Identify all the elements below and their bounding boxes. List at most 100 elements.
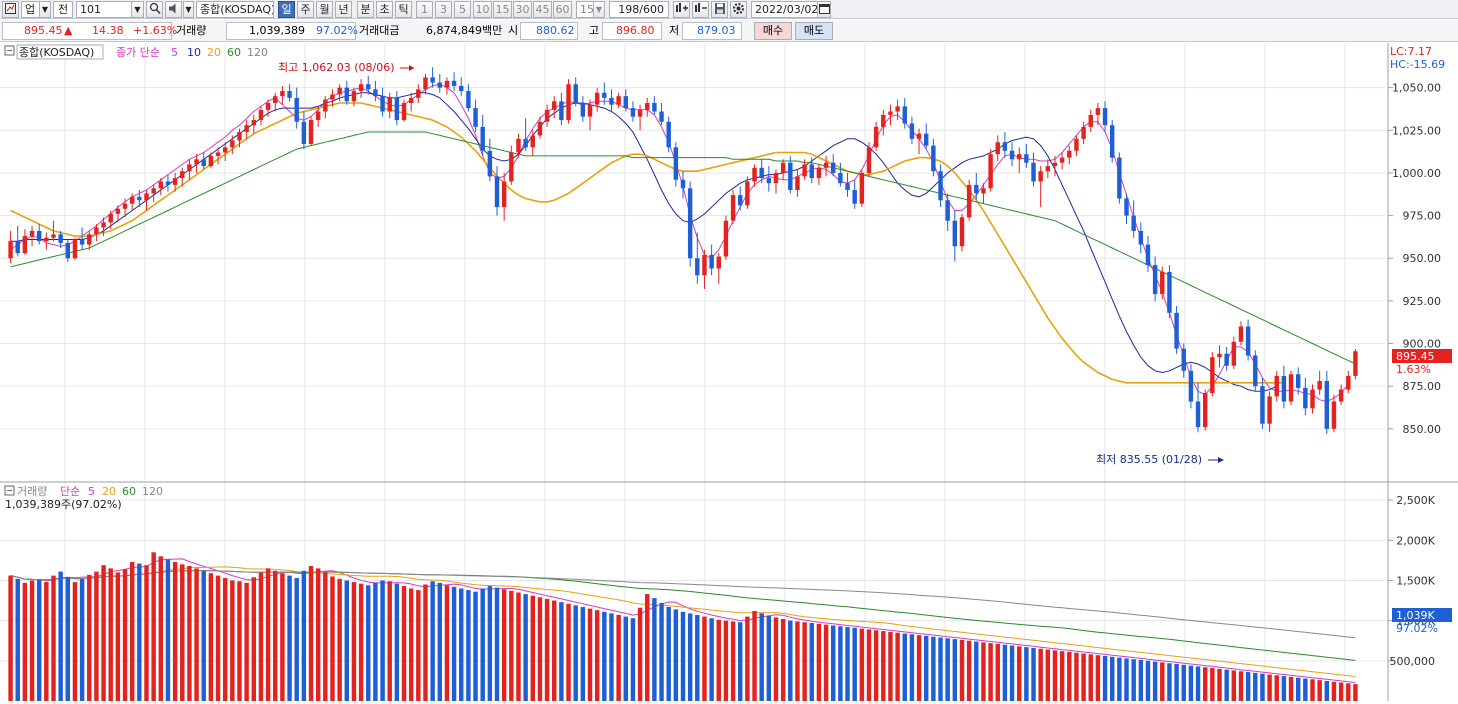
search-icon[interactable] xyxy=(146,1,163,18)
volume-bar xyxy=(1188,665,1194,701)
gear-icon[interactable] xyxy=(730,1,747,18)
volume-bar xyxy=(122,569,128,701)
volume-bar xyxy=(895,632,900,701)
volume-bar xyxy=(487,586,493,701)
interval-button-10[interactable]: 10 xyxy=(473,1,492,18)
candle-body xyxy=(909,123,915,139)
volume-bar xyxy=(988,643,993,701)
volume-legend-box[interactable] xyxy=(4,485,15,496)
volume-legend-name: 거래량 xyxy=(17,485,47,498)
index-name-field[interactable]: 종합(KOSDAQ) xyxy=(196,1,274,18)
candle-body xyxy=(881,114,886,127)
price-axis-label: 1,025.00 xyxy=(1392,124,1441,137)
zoom-out-icon[interactable] xyxy=(692,1,709,18)
chart-area[interactable]: 1,050.00 1,025.00 1,000.00 975.00 950.00 925.… xyxy=(0,43,1458,701)
volume-bar xyxy=(1031,647,1036,701)
volume-bar xyxy=(909,634,915,701)
volume-bar xyxy=(959,639,965,701)
volume-bars xyxy=(8,552,1358,701)
low-box xyxy=(682,22,742,40)
candle-body xyxy=(373,89,378,97)
legend-ma120: 120 xyxy=(247,46,268,59)
volume-bar xyxy=(137,563,142,701)
candle-body xyxy=(1281,375,1287,402)
volume-bar xyxy=(809,623,814,701)
ma-line-60 xyxy=(10,131,1356,365)
interval-button-1[interactable]: 1 xyxy=(416,1,433,18)
volume-bar xyxy=(1346,683,1351,701)
interval-button-5[interactable]: 5 xyxy=(454,1,471,18)
volume-bar xyxy=(766,615,772,701)
candle-body xyxy=(1095,108,1101,115)
candle-body xyxy=(79,239,85,245)
candle-body xyxy=(759,167,764,179)
volume-bar xyxy=(974,641,979,701)
candle-body xyxy=(15,241,20,254)
volume-bar xyxy=(838,626,843,701)
prev-button[interactable]: 전 xyxy=(53,1,73,18)
candle-body xyxy=(938,171,943,201)
candle-body xyxy=(137,196,142,201)
volume-bar xyxy=(201,570,206,701)
candle-body xyxy=(58,234,63,243)
interval-button-45[interactable]: 45 xyxy=(533,1,552,18)
volume-bar xyxy=(544,598,550,701)
market-dropdown-icon[interactable]: ▼ xyxy=(39,1,51,18)
candle-body xyxy=(1131,215,1136,231)
volume-bar xyxy=(1260,673,1265,701)
volume-bar xyxy=(695,615,700,701)
sell-button[interactable]: 매도 xyxy=(795,22,833,40)
period-tab-minute[interactable]: 분 xyxy=(357,1,374,18)
volume-bar xyxy=(623,616,628,701)
zoom-in-icon[interactable] xyxy=(673,1,690,18)
period-tab-year[interactable]: 년 xyxy=(335,1,352,18)
volume-bar xyxy=(645,594,650,701)
price-volume-chart[interactable]: 1,050.00 1,025.00 1,000.00 975.00 950.00 925.… xyxy=(0,43,1458,701)
count-display[interactable]: 198/600 xyxy=(609,1,669,18)
chart-settings-icon[interactable] xyxy=(2,1,19,18)
code-input[interactable]: 101 xyxy=(76,1,144,18)
volume-bar xyxy=(237,581,242,701)
candle-body xyxy=(72,239,78,259)
price-legend-box[interactable] xyxy=(4,45,15,56)
sound-dropdown-icon[interactable]: ▼ xyxy=(183,1,194,18)
interval-button-60[interactable]: 60 xyxy=(553,1,572,18)
volume-bar xyxy=(1145,660,1151,701)
period-tab-week[interactable]: 주 xyxy=(297,1,314,18)
interval-button-3[interactable]: 3 xyxy=(435,1,452,18)
volume-bar xyxy=(673,609,679,701)
candle-body xyxy=(451,80,457,86)
buy-button[interactable]: 매수 xyxy=(754,22,792,40)
vol-legend-ma5: 5 xyxy=(88,485,95,498)
candle-body xyxy=(580,103,586,117)
price-axis-label: 975.00 xyxy=(1403,210,1442,223)
candle-body xyxy=(716,256,721,269)
period-tab-month[interactable]: 월 xyxy=(316,1,333,18)
candle-body xyxy=(959,217,965,247)
interval-dropdown-icon[interactable]: ▼ xyxy=(593,1,605,18)
volume-bar xyxy=(995,643,1000,701)
volume-bar xyxy=(902,633,907,701)
save-icon[interactable] xyxy=(711,1,728,18)
volume-bar xyxy=(401,586,407,701)
interval-button-15[interactable]: 15 xyxy=(493,1,512,18)
period-tab-second[interactable]: 초 xyxy=(376,1,393,18)
candle-body xyxy=(215,152,221,156)
price-legend-name: 종합(KOSDAQ) xyxy=(19,46,94,59)
candle-body xyxy=(1303,387,1308,409)
candle-body xyxy=(1081,126,1086,139)
volume-bar xyxy=(938,637,943,701)
candle-body xyxy=(709,254,714,269)
code-dropdown-icon[interactable]: ▼ xyxy=(131,1,144,18)
period-tab-day[interactable]: 일 xyxy=(278,1,295,18)
volume-bar xyxy=(408,588,414,701)
sound-icon[interactable] xyxy=(165,1,182,18)
last-volume-pct-tag: 97.02% xyxy=(1396,622,1438,635)
date-input[interactable]: 2022/03/02 xyxy=(751,1,831,18)
interval-button-30[interactable]: 30 xyxy=(513,1,532,18)
low-annotation: 최저 835.55 (01/28) xyxy=(1096,453,1202,466)
period-tab-tick[interactable]: 틱 xyxy=(395,1,412,18)
candle-body xyxy=(745,181,750,206)
volume-bar xyxy=(1267,674,1272,701)
calendar-icon[interactable] xyxy=(817,1,831,18)
